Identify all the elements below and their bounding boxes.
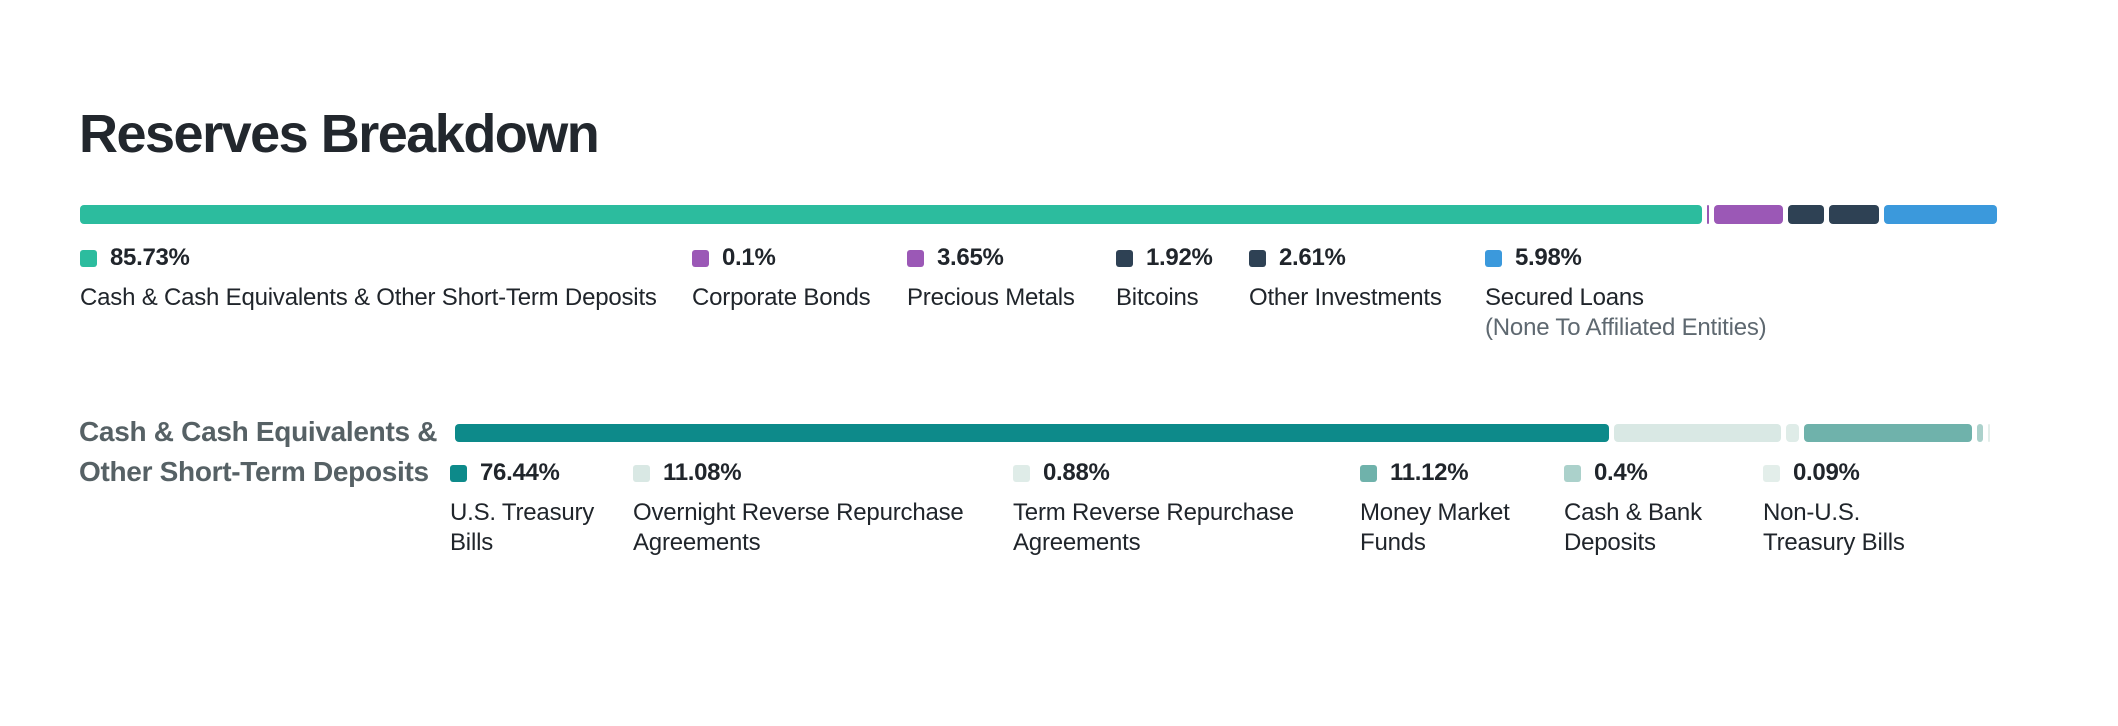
cash-equivalents-legend: 76.44% U.S. Treasury Bills 11.08% Overnight… [450,459,2050,558]
bar-segment [1785,424,1800,442]
legend-label: Precious Metals [907,284,1075,311]
legend-percentage: 0.09% [1793,459,1860,486]
legend-top-row: 85.73% [80,244,692,271]
legend-percentage: 5.98% [1515,244,1582,271]
legend-label: Money Market Funds [1360,499,1510,556]
legend-item: 11.08% Overnight Reverse Repurchase Agree… [633,459,1013,558]
legend-swatch-icon [1360,464,1377,482]
legend-swatch-icon [907,249,924,267]
legend-item: 3.65% Precious Metals [907,244,1116,313]
legend-percentage: 0.4% [1594,459,1648,486]
legend-swatch-icon [633,464,650,482]
legend-sublabel: (None To Affiliated Entities) [1485,314,1767,341]
page-title: Reserves Breakdown [79,104,600,164]
reserves-breakdown-bar [80,205,1997,224]
bar-segment [1788,205,1825,224]
legend-top-row: 1.92% [1116,244,1249,271]
legend-top-row: 11.12% [1360,459,1564,486]
legend-percentage: 3.65% [937,244,1004,271]
bar-segment [1976,424,1983,442]
legend-swatch-icon [1485,249,1502,267]
legend-top-row: 0.4% [1564,459,1763,486]
legend-label: U.S. Treasury Bills [450,499,595,556]
legend-item: 0.09% Non-U.S. Treasury Bills [1763,459,1938,558]
legend-swatch-icon [450,464,467,482]
legend-label: Cash & Cash Equivalents & Other Short-Te… [80,284,657,311]
legend-label: Overnight Reverse Repurchase Agreements [633,499,964,556]
reserves-breakdown-legend: 85.73% Cash & Cash Equivalents & Other Sh… [80,244,2070,343]
legend-label: Bitcoins [1116,284,1199,311]
legend-percentage: 85.73% [110,244,190,271]
bar-segment [80,205,1703,224]
legend-label: Other Investments [1249,284,1442,311]
legend-percentage: 11.12% [1390,459,1469,486]
legend-percentage: 11.08% [663,459,742,486]
legend-label: Secured Loans [1485,284,1644,311]
legend-top-row: 76.44% [450,459,633,486]
legend-item: 2.61% Other Investments [1249,244,1485,313]
legend-percentage: 1.92% [1146,244,1213,271]
bar-segment [1829,205,1879,224]
legend-item: 5.98% Secured Loans (None To Affiliated En… [1485,244,1925,343]
bar-segment [455,424,1609,442]
legend-top-row: 0.1% [692,244,907,271]
legend-swatch-icon [1564,464,1581,482]
legend-item: 11.12% Money Market Funds [1360,459,1564,558]
legend-top-row: 11.08% [633,459,1013,486]
legend-percentage: 76.44% [480,459,560,486]
legend-top-row: 0.09% [1763,459,1938,486]
legend-item: 76.44% U.S. Treasury Bills [450,459,633,558]
bar-segment [1988,424,1990,442]
legend-item: 0.4% Cash & Bank Deposits [1564,459,1763,558]
legend-swatch-icon [1013,464,1030,482]
legend-swatch-icon [1763,464,1780,482]
legend-top-row: 2.61% [1249,244,1485,271]
legend-percentage: 0.88% [1043,459,1110,486]
legend-item: 85.73% Cash & Cash Equivalents & Other Sh… [80,244,692,313]
bar-segment [1714,205,1784,224]
cash-section-heading: Cash & Cash Equivalents & Other Short-Te… [79,416,438,487]
legend-item: 0.88% Term Reverse Repurchase Agreements [1013,459,1360,558]
bar-segment [1883,205,1997,224]
legend-percentage: 0.1% [722,244,776,271]
legend-item: 1.92% Bitcoins [1116,244,1249,313]
legend-label: Corporate Bonds [692,284,871,311]
legend-top-row: 5.98% [1485,244,1925,271]
bar-segment [1707,205,1710,224]
cash-equivalents-bar [455,424,1990,442]
bar-segment [1804,424,1972,442]
legend-label: Term Reverse Repurchase Agreements [1013,499,1294,556]
legend-percentage: 2.61% [1279,244,1346,271]
legend-swatch-icon [692,249,709,267]
legend-item: 0.1% Corporate Bonds [692,244,907,313]
bar-segment [1613,424,1781,442]
legend-label: Non-U.S. Treasury Bills [1763,499,1905,556]
legend-label: Cash & Bank Deposits [1564,499,1702,556]
legend-top-row: 3.65% [907,244,1116,271]
legend-swatch-icon [1116,249,1133,267]
legend-swatch-icon [1249,249,1266,267]
legend-top-row: 0.88% [1013,459,1360,486]
legend-swatch-icon [80,249,97,267]
